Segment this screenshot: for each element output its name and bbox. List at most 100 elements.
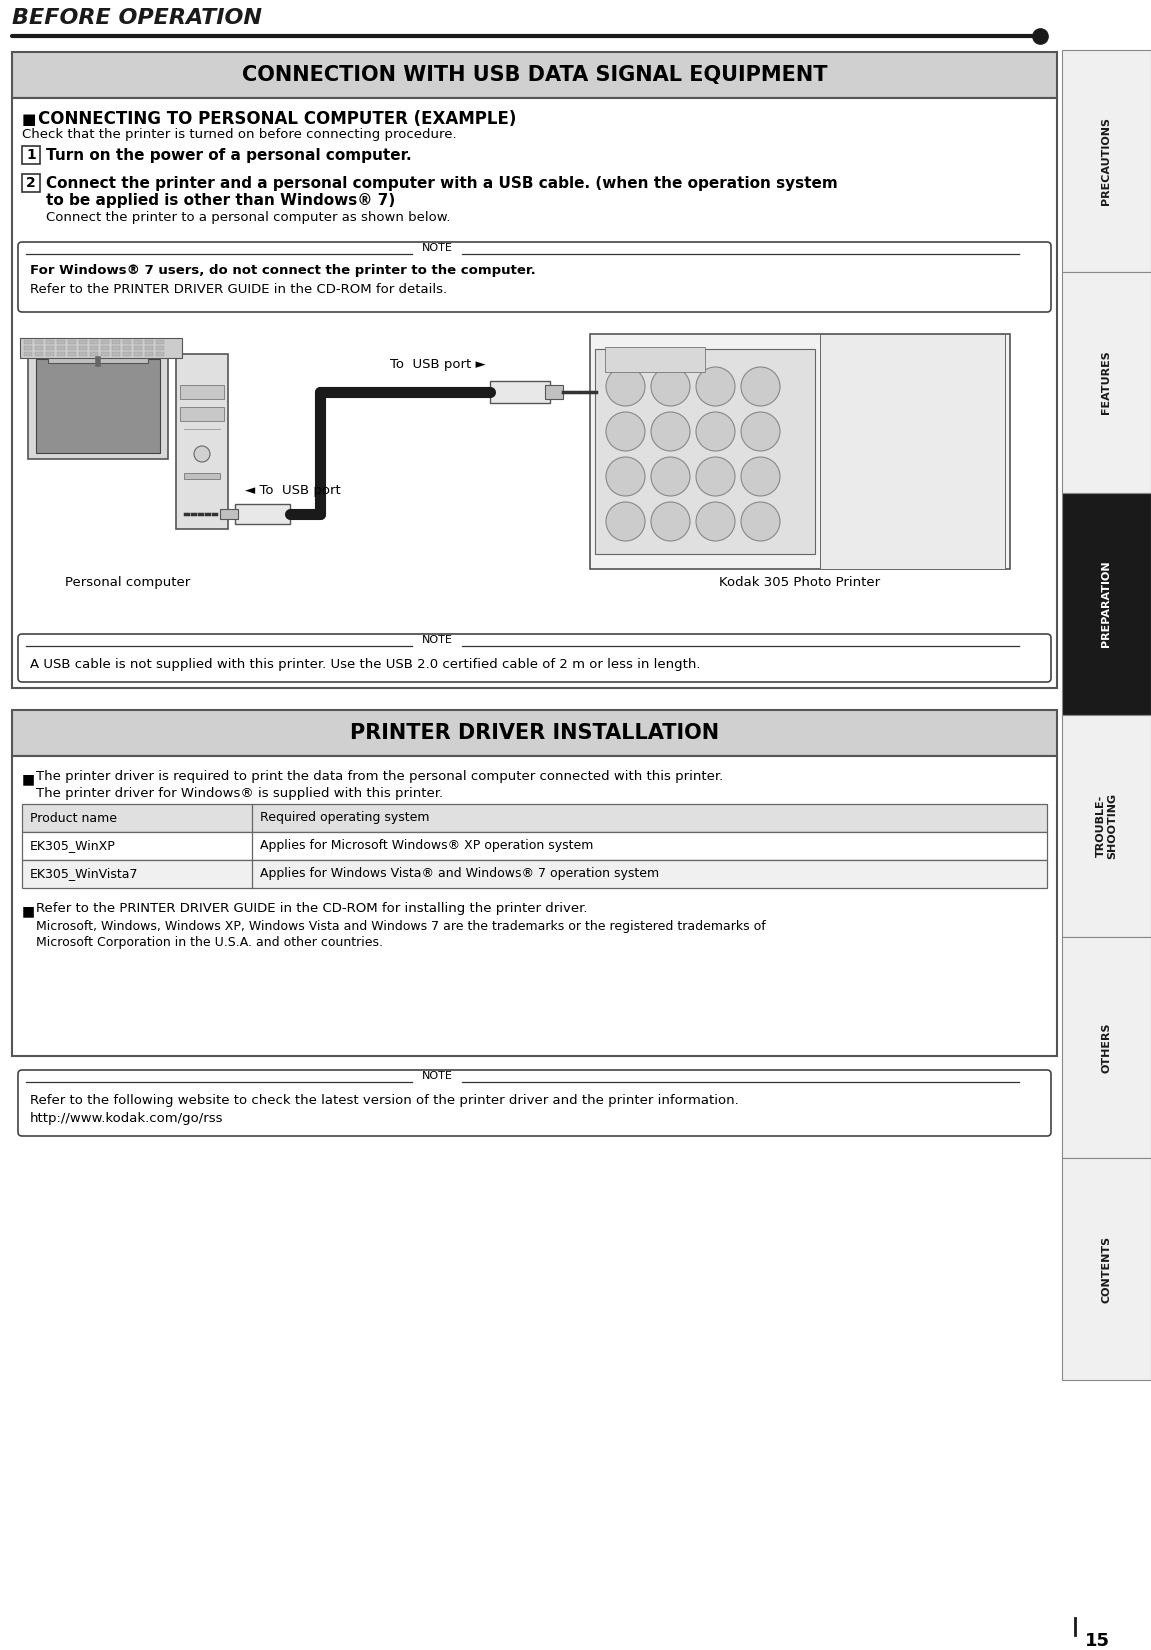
Bar [184, 474, 220, 478]
Bar [24, 351, 32, 356]
Bar [176, 355, 228, 530]
Bar [48, 355, 148, 363]
Bar [68, 351, 76, 356]
Text: For Windows® 7 users, do not connect the printer to the computer.: For Windows® 7 users, do not connect the… [30, 264, 535, 277]
Circle shape [651, 457, 689, 497]
Text: CONNECTION WITH USB DATA SIGNAL EQUIPMENT: CONNECTION WITH USB DATA SIGNAL EQUIPMEN… [242, 64, 828, 86]
FancyBboxPatch shape [18, 634, 1051, 681]
Bar [235, 503, 290, 525]
Bar [101, 340, 109, 343]
Text: Refer to the PRINTER DRIVER GUIDE in the CD-ROM for installing the printer drive: Refer to the PRINTER DRIVER GUIDE in the… [36, 903, 587, 916]
Bar [35, 340, 43, 343]
Circle shape [605, 457, 645, 497]
FancyBboxPatch shape [18, 243, 1051, 312]
Bar [24, 340, 32, 343]
Text: ■: ■ [22, 904, 36, 917]
Bar [12, 97, 1057, 688]
Bar [145, 351, 153, 356]
Circle shape [696, 502, 735, 541]
Text: BEFORE OPERATION: BEFORE OPERATION [12, 8, 262, 28]
Bar [22, 832, 1047, 860]
Bar [123, 346, 131, 350]
Text: The printer driver is required to print the data from the personal computer conn: The printer driver is required to print … [36, 771, 723, 784]
Bar [35, 351, 43, 356]
Bar [101, 346, 109, 350]
Circle shape [741, 457, 780, 497]
Text: EK305_WinVista7: EK305_WinVista7 [30, 868, 138, 881]
Bar [157, 340, 163, 343]
Circle shape [741, 502, 780, 541]
Circle shape [605, 502, 645, 541]
Bar [68, 346, 76, 350]
Bar [123, 340, 131, 343]
Circle shape [651, 412, 689, 450]
Text: PRECAUTIONS: PRECAUTIONS [1102, 117, 1112, 205]
Text: FEATURES: FEATURES [1102, 351, 1112, 414]
Bar [22, 860, 1047, 888]
Text: Required operating system: Required operating system [260, 812, 429, 825]
Bar [22, 145, 40, 163]
Bar [220, 508, 238, 520]
Bar [20, 338, 182, 358]
Bar [112, 340, 120, 343]
Bar [590, 333, 1009, 569]
Bar [24, 346, 32, 350]
Text: To  USB port ►: To USB port ► [390, 358, 486, 371]
Circle shape [605, 366, 645, 406]
Text: A USB cable is not supplied with this printer. Use the USB 2.0 certified cable o: A USB cable is not supplied with this pr… [30, 658, 701, 672]
Text: NOTE: NOTE [421, 635, 452, 645]
Text: OTHERS: OTHERS [1102, 1023, 1112, 1072]
Text: Applies for Microsoft Windows® XP operation system: Applies for Microsoft Windows® XP operat… [260, 840, 594, 853]
Text: TROUBLE-
SHOOTING: TROUBLE- SHOOTING [1096, 792, 1118, 860]
Bar [180, 384, 224, 399]
Bar [46, 351, 54, 356]
Bar [12, 710, 1057, 756]
Bar [145, 346, 153, 350]
Bar [820, 333, 1005, 569]
Bar [134, 351, 142, 356]
Text: CONNECTING TO PERSONAL COMPUTER (EXAMPLE): CONNECTING TO PERSONAL COMPUTER (EXAMPLE… [38, 111, 517, 129]
Text: ■: ■ [22, 112, 37, 127]
Text: NOTE: NOTE [421, 243, 452, 252]
Bar [1062, 714, 1151, 937]
Text: Microsoft, Windows, Windows XP, Windows Vista and Windows 7 are the trademarks o: Microsoft, Windows, Windows XP, Windows … [36, 921, 765, 932]
Bar [595, 350, 815, 554]
Bar [157, 346, 163, 350]
Bar [28, 350, 168, 459]
Bar [90, 351, 98, 356]
Text: CONTENTS: CONTENTS [1102, 1236, 1112, 1304]
Bar [58, 346, 64, 350]
Text: 15: 15 [1085, 1632, 1110, 1650]
Text: Applies for Windows Vista® and Windows® 7 operation system: Applies for Windows Vista® and Windows® … [260, 868, 660, 881]
Text: Kodak 305 Photo Printer: Kodak 305 Photo Printer [719, 576, 881, 589]
Bar [134, 340, 142, 343]
Bar [1062, 1158, 1151, 1379]
Circle shape [651, 366, 689, 406]
Text: Turn on the power of a personal computer.: Turn on the power of a personal computer… [46, 148, 412, 163]
Text: Refer to the PRINTER DRIVER GUIDE in the CD-ROM for details.: Refer to the PRINTER DRIVER GUIDE in the… [30, 284, 447, 295]
Text: Product name: Product name [30, 812, 117, 825]
Bar [79, 346, 87, 350]
Text: 1: 1 [26, 148, 36, 162]
Bar [112, 346, 120, 350]
Bar [90, 346, 98, 350]
Bar [112, 351, 120, 356]
Text: Connect the printer and a personal computer with a USB cable. (when the operatio: Connect the printer and a personal compu… [46, 177, 838, 191]
Bar [79, 340, 87, 343]
Bar [58, 340, 64, 343]
Circle shape [651, 502, 689, 541]
Bar [134, 346, 142, 350]
Bar [12, 53, 1057, 97]
Bar [145, 340, 153, 343]
Text: Microsoft Corporation in the U.S.A. and other countries.: Microsoft Corporation in the U.S.A. and … [36, 936, 383, 949]
Bar [36, 360, 160, 454]
Bar [157, 351, 163, 356]
Bar [22, 804, 1047, 832]
Text: ◄ To  USB port: ◄ To USB port [245, 483, 341, 497]
Bar [1062, 272, 1151, 493]
Text: PRINTER DRIVER INSTALLATION: PRINTER DRIVER INSTALLATION [350, 723, 719, 743]
Circle shape [696, 412, 735, 450]
Text: PREPARATION: PREPARATION [1102, 561, 1112, 647]
Bar [58, 351, 64, 356]
Text: to be applied is other than Windows® 7): to be applied is other than Windows® 7) [46, 193, 395, 208]
